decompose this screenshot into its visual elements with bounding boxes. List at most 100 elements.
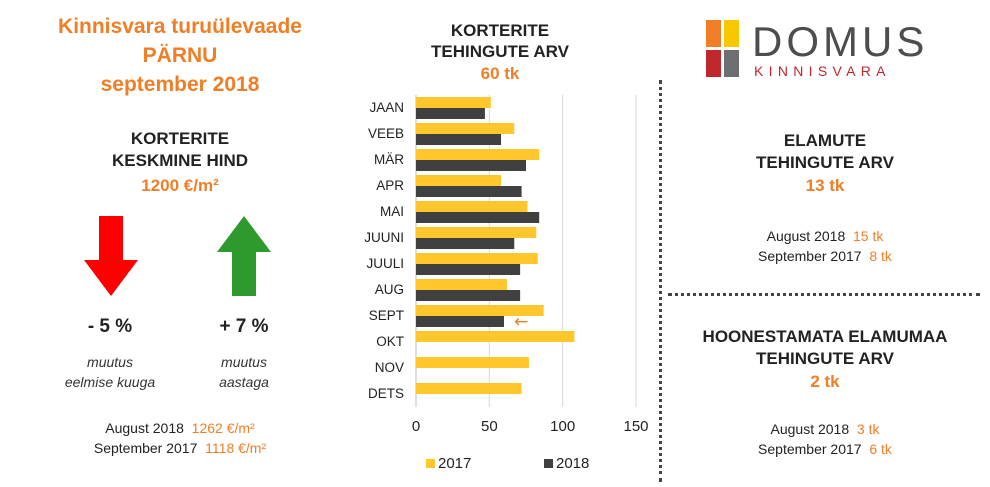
homes-heading-line: ELAMUTE xyxy=(783,131,867,150)
bar-2018-mär xyxy=(416,160,526,171)
y-category-label: DETS xyxy=(368,386,404,401)
yearly-change-note: muutus aastaga xyxy=(184,352,304,392)
bar-2017-sept xyxy=(416,305,544,316)
x-tick-label: 0 xyxy=(412,418,420,435)
report-title: Kinnisvara turuülevaade PÄRNU september … xyxy=(0,12,360,99)
bar-2018-juuni xyxy=(416,238,515,249)
comparison-value: 8 tk xyxy=(869,248,892,264)
homes-heading: ELAMUTE TEHINGUTE ARV xyxy=(660,130,990,174)
y-category-label: VEEB xyxy=(368,126,404,141)
avg-price-heading-line: KORTERITE xyxy=(130,129,230,148)
legend-swatch-2017 xyxy=(426,459,435,468)
down-arrow-icon xyxy=(84,216,138,296)
logo-subtitle: KINNISVARA xyxy=(754,63,891,79)
comparison-label: September 2017 xyxy=(758,248,862,264)
chart-labels: 0 50 100 150 JAAN VEEB MÄR APR MAI JUUNI JUULI AUG S… xyxy=(364,100,648,435)
price-comparison-row: August 2018 1262 €/m² xyxy=(0,418,360,438)
x-tick-label: 100 xyxy=(550,418,575,435)
chart-title: KORTERITE TEHINGUTE ARV xyxy=(360,20,640,62)
y-category-label: AUG xyxy=(375,282,404,297)
homes-comparisons: August 2018 15 tk September 2017 8 tk xyxy=(660,226,990,266)
avg-price-heading-line: KESKMINE HIND xyxy=(111,151,248,170)
y-category-label: NOV xyxy=(375,360,404,375)
logo-name: DOMUS xyxy=(752,18,928,65)
comparison-label: August 2018 xyxy=(766,228,846,244)
bar-2017-mai xyxy=(416,201,528,212)
bar-2018-jaan xyxy=(416,108,485,119)
comparison-label: August 2018 xyxy=(770,421,850,437)
comparison-label: September 2017 xyxy=(93,440,198,456)
logo-mark: DOMUS KINNISVARA xyxy=(706,18,928,79)
vertical-divider xyxy=(659,80,662,482)
yearly-change-note-line: aastaga xyxy=(219,374,269,390)
report-title-line: Kinnisvara turuülevaade xyxy=(58,15,302,38)
land-heading-line: HOONESTAMATA ELAMUMAA xyxy=(702,327,948,346)
bar-2018-veeb xyxy=(416,134,502,145)
up-arrow-icon xyxy=(217,216,271,296)
bar-2017-jaan xyxy=(416,97,491,108)
bar-2017-juuni xyxy=(416,227,537,238)
bar-2018-sept xyxy=(416,316,504,327)
yearly-change-note-line: muutus xyxy=(221,354,267,370)
chart-total: 60 tk xyxy=(480,64,520,83)
land-heading-line: TEHINGUTE ARV xyxy=(756,349,894,368)
chart-bars xyxy=(416,97,575,394)
left-arrow-icon: ← xyxy=(514,312,528,332)
report-title-line: september 2018 xyxy=(100,73,260,96)
comparison-label: September 2017 xyxy=(758,441,862,457)
comparison-value: 3 tk xyxy=(856,421,880,437)
homes-comparison-row: September 2017 8 tk xyxy=(660,246,990,266)
y-category-label: MAI xyxy=(380,204,404,219)
horizontal-divider xyxy=(668,293,980,296)
chart-title-line: TEHINGUTE ARV xyxy=(431,42,569,61)
bar-2017-okt xyxy=(416,331,575,342)
avg-price-value: 1200 €/m² xyxy=(141,176,219,195)
chart-grid xyxy=(415,95,637,407)
comparison-value: 15 tk xyxy=(853,228,884,244)
bar-2018-juuli xyxy=(416,264,521,275)
land-total: 2 tk xyxy=(810,372,840,391)
bar-2017-veeb xyxy=(416,123,515,134)
comparison-value: 1118 €/m² xyxy=(205,440,267,456)
land-heading: HOONESTAMATA ELAMUMAA TEHINGUTE ARV xyxy=(660,326,990,370)
x-tick-label: 50 xyxy=(481,418,498,435)
legend-swatch-2018 xyxy=(544,459,553,468)
y-category-label: SEPT xyxy=(369,308,404,323)
bar-2017-aug xyxy=(416,279,507,290)
monthly-change-note: muutus eelmise kuuga xyxy=(40,352,180,392)
land-comparisons: August 2018 3 tk September 2017 6 tk xyxy=(660,419,990,459)
chart-title-line: KORTERITE xyxy=(450,21,550,40)
bar-2017-nov xyxy=(416,357,529,368)
homes-total: 13 tk xyxy=(805,176,845,195)
legend-label-2018: 2018 xyxy=(556,455,589,472)
report-title-line: PÄRNU xyxy=(142,44,218,67)
y-category-label: JAAN xyxy=(369,100,404,115)
land-comparison-row: August 2018 3 tk xyxy=(660,419,990,439)
homes-comparison-row: August 2018 15 tk xyxy=(660,226,990,246)
bar-2018-apr xyxy=(416,186,522,197)
legend-label-2017: 2017 xyxy=(438,455,471,472)
comparison-value: 6 tk xyxy=(869,441,892,457)
monthly-change-note-line: muutus xyxy=(87,354,133,370)
bar-2017-juuli xyxy=(416,253,538,264)
x-tick-label: 150 xyxy=(623,418,648,435)
bar-2017-mär xyxy=(416,149,540,160)
price-comparison-row: September 2017 1118 €/m² xyxy=(0,438,360,458)
y-category-label: MÄR xyxy=(374,152,404,167)
bar-2018-aug xyxy=(416,290,521,301)
yearly-change-value: + 7 % xyxy=(219,316,269,337)
monthly-change-value: - 5 % xyxy=(87,316,133,337)
y-category-label: JUULI xyxy=(366,256,404,271)
land-comparison-row: September 2017 6 tk xyxy=(660,439,990,459)
price-comparisons: August 2018 1262 €/m² September 2017 111… xyxy=(0,418,360,458)
comparison-label: August 2018 xyxy=(105,420,184,436)
bar-2017-apr xyxy=(416,175,502,186)
apartment-transactions-chart: 0 50 100 150 JAAN VEEB MÄR APR MAI JUUNI JUULI AUG S… xyxy=(364,95,649,472)
y-category-label: APR xyxy=(376,178,404,193)
homes-heading-line: TEHINGUTE ARV xyxy=(756,153,894,172)
avg-price-heading: KORTERITE KESKMINE HIND xyxy=(0,128,360,172)
bar-2017-dets xyxy=(416,383,522,394)
monthly-change-note-line: eelmise kuuga xyxy=(64,374,156,390)
domus-logo: DOMUS KINNISVARA xyxy=(706,18,956,80)
chart-legend: 2017 2018 xyxy=(426,455,589,472)
